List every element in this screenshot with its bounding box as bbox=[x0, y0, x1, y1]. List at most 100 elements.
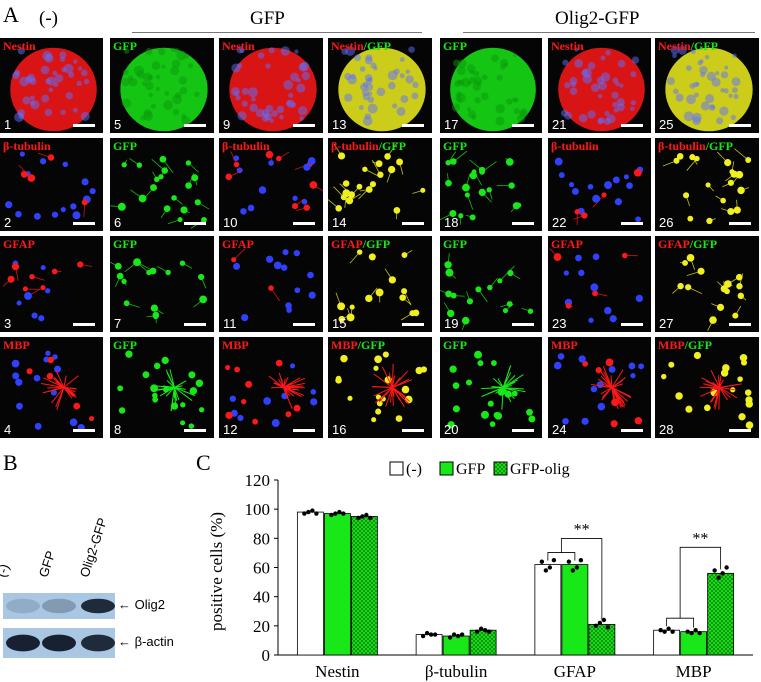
scale-bar bbox=[621, 429, 643, 432]
arrow-left-icon: ← bbox=[118, 597, 131, 612]
data-point bbox=[670, 629, 675, 634]
micrograph-tile: Nestin 1 bbox=[0, 38, 103, 133]
y-axis-title: positive cells (%) bbox=[207, 512, 226, 631]
stain-label: β-tubulin bbox=[3, 139, 51, 154]
scale-bar bbox=[512, 323, 534, 326]
stain-label-part: GFAP bbox=[551, 237, 583, 251]
stain-label: Nestin/GFP bbox=[658, 39, 718, 54]
micrograph-tile: GFAP 23 bbox=[548, 236, 651, 332]
data-point bbox=[459, 632, 465, 637]
scale-bar bbox=[184, 222, 206, 225]
stain-label-part: GFAP bbox=[222, 237, 254, 251]
micrograph-image bbox=[553, 353, 645, 428]
micrograph-image bbox=[117, 350, 205, 429]
blot-strip-actin bbox=[3, 628, 115, 658]
stain-label-part: / bbox=[363, 39, 368, 53]
stain-label: GFP bbox=[113, 237, 137, 252]
blot-band-name-actin: β-actin bbox=[134, 634, 174, 649]
scale-bar bbox=[184, 323, 206, 326]
y-tick-label: 60 bbox=[253, 559, 270, 578]
y-tick-label: 80 bbox=[253, 529, 270, 548]
tile-number: 8 bbox=[114, 422, 122, 437]
stain-label: GFAP/GFP bbox=[658, 237, 717, 252]
stain-label-part: GFAP bbox=[331, 237, 363, 251]
tile-number: 19 bbox=[444, 316, 459, 331]
micrograph-tile: β-tubulin 10 bbox=[219, 138, 323, 231]
scale-bar bbox=[729, 124, 751, 127]
micrograph-image bbox=[10, 47, 97, 132]
stain-label: Nestin bbox=[3, 39, 36, 54]
stain-label-part: GFP bbox=[113, 139, 137, 153]
data-point bbox=[306, 509, 311, 515]
micrograph-image bbox=[5, 151, 96, 220]
stain-label-part: /GFP bbox=[705, 139, 734, 153]
stain-label: MBP bbox=[222, 338, 249, 353]
scale-bar bbox=[293, 323, 315, 326]
tile-number: 9 bbox=[223, 117, 231, 132]
data-point bbox=[601, 617, 607, 623]
micrograph-image bbox=[440, 150, 522, 225]
stain-label-part: /GFP bbox=[684, 338, 712, 352]
tile-number: 7 bbox=[114, 316, 122, 331]
stain-label-part: GFP bbox=[113, 338, 137, 352]
stain-label-part: MBP bbox=[658, 338, 685, 352]
group-label-control: (-) bbox=[39, 8, 58, 29]
tile-number: 26 bbox=[659, 215, 674, 230]
micrograph-tile: GFP 20 bbox=[440, 337, 542, 438]
data-point bbox=[689, 630, 694, 636]
bar bbox=[415, 634, 443, 656]
x-tick-label: β-tubulin bbox=[425, 662, 488, 681]
blot-lane-labels: (-) GFP Olig2-GFP bbox=[0, 500, 200, 600]
bar bbox=[442, 635, 470, 656]
micrograph-image bbox=[447, 350, 536, 429]
micrograph-image bbox=[11, 350, 95, 432]
bar bbox=[588, 623, 616, 656]
scale-bar bbox=[621, 124, 643, 127]
data-point bbox=[547, 565, 553, 570]
panel-a-letter: A bbox=[3, 2, 19, 27]
micrograph-tile: GFAP/GFP 27 bbox=[655, 236, 759, 332]
scale-bar bbox=[73, 124, 95, 127]
micrograph-image bbox=[338, 45, 426, 132]
stain-label-part: Nestin bbox=[331, 39, 364, 53]
legend-label: GFP-olig bbox=[510, 461, 570, 478]
data-point bbox=[337, 509, 342, 515]
scale-bar bbox=[729, 222, 751, 225]
significance-bracket bbox=[666, 546, 722, 628]
blot-band bbox=[42, 598, 76, 614]
data-point bbox=[578, 558, 584, 563]
stain-label-part: GFP bbox=[443, 39, 467, 53]
data-point bbox=[356, 515, 361, 521]
stain-label-part: Nestin bbox=[3, 39, 36, 53]
arrow-left-icon: ← bbox=[118, 634, 131, 649]
micrograph-tile: GFP 17 bbox=[440, 38, 542, 133]
blot-label-olig2: ← Olig2 bbox=[118, 597, 165, 612]
group-divider-gfp bbox=[132, 32, 422, 33]
tile-number: 22 bbox=[552, 215, 567, 230]
stain-label: β-tubulin/GFP bbox=[658, 139, 733, 154]
micrograph-tile: Nestin 9 bbox=[219, 38, 323, 133]
significance-bracket bbox=[547, 538, 603, 621]
stain-label: MBP/GFP bbox=[658, 338, 712, 353]
y-tick-label: 20 bbox=[253, 617, 270, 636]
stain-label: β-tubulin bbox=[222, 139, 270, 154]
micrograph-tile: GFP 8 bbox=[110, 337, 214, 438]
x-tick-label: GFAP bbox=[554, 662, 596, 681]
micrograph-tile: GFP 5 bbox=[110, 38, 214, 133]
data-point bbox=[658, 628, 663, 633]
micrograph-image bbox=[110, 155, 210, 229]
micrograph-tile: β-tubulin/GFP 14 bbox=[328, 138, 432, 231]
micrograph-image bbox=[662, 148, 752, 225]
micrograph-tile: MBP 24 bbox=[548, 337, 651, 438]
stain-label: GFP bbox=[443, 237, 467, 252]
bar bbox=[296, 511, 324, 656]
stain-label: GFP bbox=[113, 39, 137, 54]
stain-label-part: GFP bbox=[113, 237, 137, 251]
y-tick-label: 40 bbox=[253, 588, 270, 607]
data-point bbox=[712, 568, 717, 573]
bar bbox=[653, 629, 681, 656]
stain-label: GFAP/GFP bbox=[331, 237, 390, 252]
scale-bar bbox=[621, 323, 643, 326]
data-point bbox=[420, 633, 426, 639]
tile-number: 1 bbox=[4, 117, 12, 132]
